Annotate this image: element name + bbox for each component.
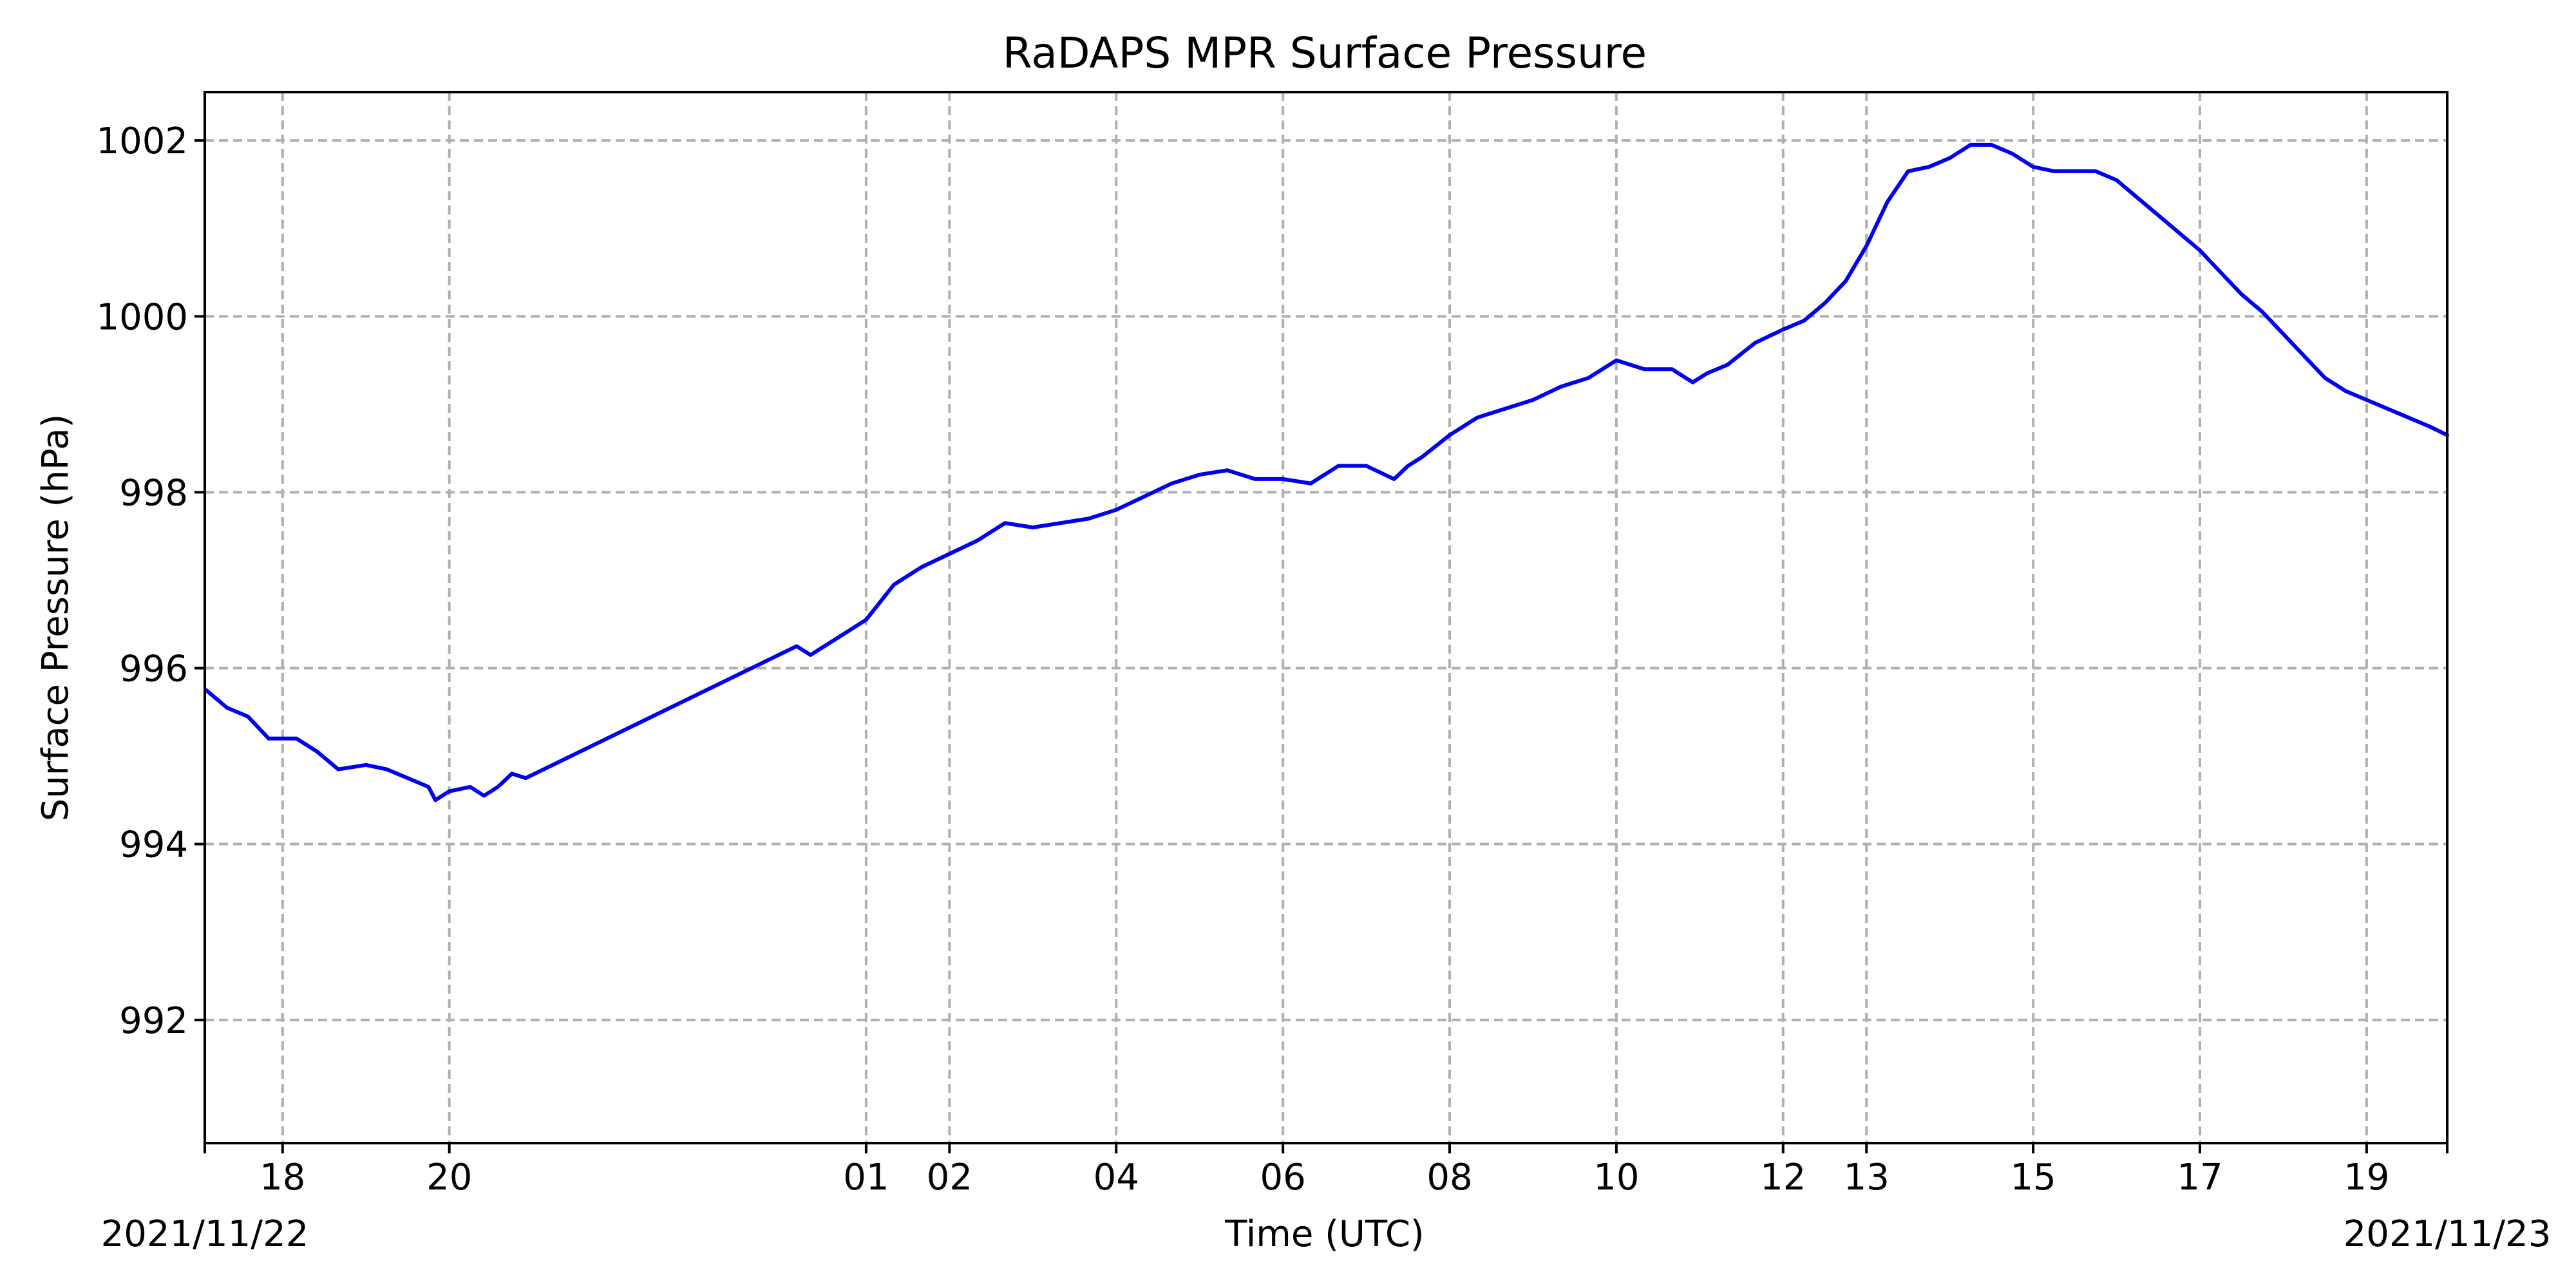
series-layer: [204, 142, 2449, 802]
x-tick-label: 04: [1094, 1157, 1139, 1198]
x-tick-label: 15: [2010, 1157, 2056, 1198]
pressure-series-line: [204, 142, 2449, 802]
x-tick-label: 01: [843, 1157, 889, 1198]
grid-lines: [205, 92, 2447, 1143]
y-tick-label: 992: [119, 1000, 188, 1042]
x-tick-label: 20: [426, 1157, 472, 1198]
y-tick-label: 994: [119, 824, 188, 866]
x-tick-label: 13: [1844, 1157, 1889, 1198]
plot-frame: [204, 91, 2448, 1144]
y-tick-label: 996: [119, 649, 188, 690]
date-end-label: 2021/11/23: [2344, 1213, 2552, 1255]
x-tick-label: 18: [260, 1157, 305, 1198]
x-axis-label: Time (UTC): [1224, 1213, 1425, 1255]
x-tick-label: 02: [927, 1157, 972, 1198]
chart-title: RaDAPS MPR Surface Pressure: [1003, 28, 1647, 78]
x-tick-label: 12: [1760, 1157, 1806, 1198]
y-axis-label: Surface Pressure (hPa): [35, 414, 77, 822]
y-tick-label: 1002: [96, 120, 188, 162]
axis-ticks: 992 994 996 998 1000 1002 18 20 01 02 04 06 08 10 12 13…: [96, 120, 2448, 1198]
y-tick-label: 998: [119, 472, 188, 514]
x-tick-label: 06: [1260, 1157, 1305, 1198]
y-tick-label: 1000: [96, 296, 188, 338]
date-start-label: 2021/11/22: [101, 1213, 309, 1255]
x-tick-label: 17: [2177, 1157, 2222, 1198]
x-tick-label: 10: [1593, 1157, 1639, 1198]
x-tick-label: 19: [2344, 1157, 2389, 1198]
x-tick-label: 08: [1426, 1157, 1472, 1198]
